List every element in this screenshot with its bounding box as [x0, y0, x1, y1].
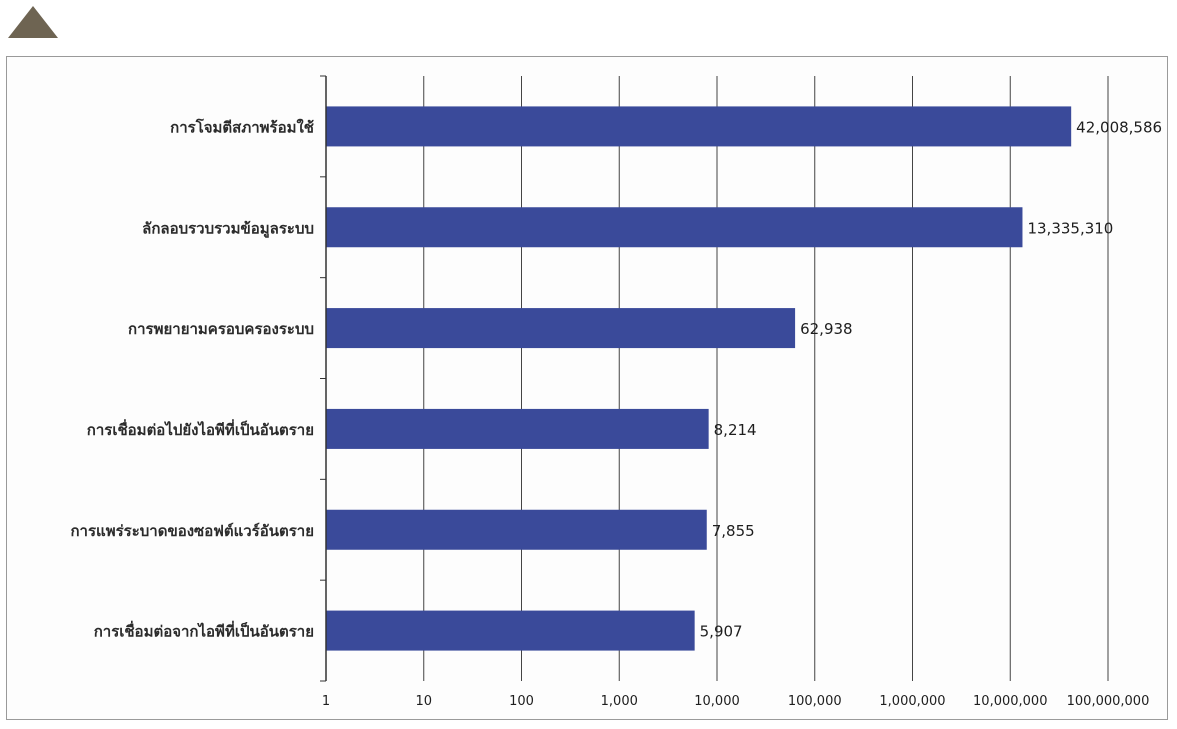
data-label: 7,855: [712, 522, 755, 540]
triangle-icon: [8, 6, 58, 38]
category-label: การเชื่อมต่อไปยังไอพีที่เป็นอันตราย: [87, 419, 314, 439]
category-label: ลักลอบรวบรวมข้อมูลระบบ: [142, 219, 314, 238]
x-tick-label: 10,000: [694, 694, 740, 709]
bar: [326, 106, 1072, 147]
bar: [326, 509, 707, 550]
x-tick-label: 100: [509, 694, 534, 709]
bar-chart: 1 10 100 1,000 10,000 100,000 1,000,000 10,000,…: [70, 75, 1162, 709]
x-tick-label: 1,000,000: [879, 694, 945, 709]
data-label: 13,335,310: [1027, 219, 1113, 237]
bar: [326, 308, 796, 349]
data-label: 8,214: [714, 421, 757, 439]
data-label: 42,008,586: [1076, 118, 1162, 136]
chart-frame: 1 10 100 1,000 10,000 100,000 1,000,000 10,000,…: [6, 56, 1168, 720]
bar: [326, 207, 1023, 248]
category-label: การพยายามครอบครองระบบ: [128, 320, 314, 338]
category-label: การโจมตีสภาพร้อมใช้: [170, 117, 314, 136]
x-tick-label: 1: [322, 694, 330, 709]
category-label: การเชื่อมต่อจากไอพีที่เป็นอันตราย: [94, 621, 314, 641]
x-tick-label: 1,000: [601, 694, 638, 709]
x-tick-label: 100,000: [788, 694, 842, 709]
data-label: 5,907: [700, 623, 743, 641]
x-tick-label: 10: [415, 694, 432, 709]
category-label: การแพร่ระบาดของซอฟต์แวร์อันตราย: [70, 522, 314, 540]
bar: [326, 408, 709, 449]
data-label: 62,938: [800, 320, 853, 338]
x-tick-label: 10,000,000: [973, 694, 1047, 709]
x-tick-label: 100,000,000: [1067, 694, 1150, 709]
bar: [326, 610, 695, 651]
